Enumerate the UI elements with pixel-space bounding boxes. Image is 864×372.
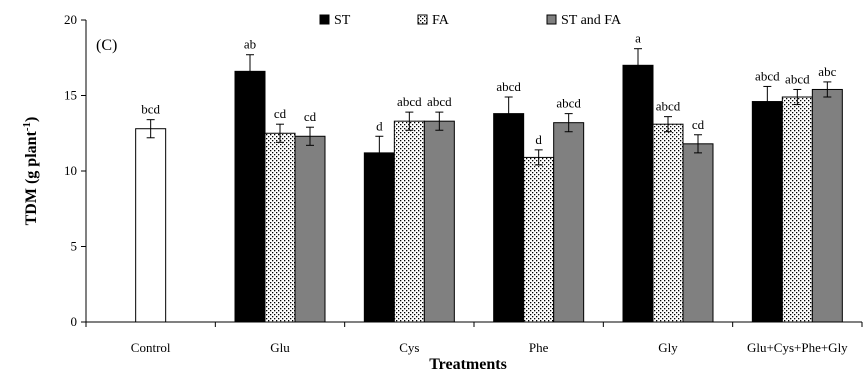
x-tick-label: Glu bbox=[270, 340, 290, 355]
significance-label: abc bbox=[818, 64, 836, 79]
bar-st bbox=[363, 152, 395, 323]
x-axis-ticks: Control Glu Cys Phe Gly Glu+Cys+Phe+Gly bbox=[85, 322, 863, 355]
bar-fa bbox=[652, 123, 684, 323]
y-tick-label: 20 bbox=[64, 12, 77, 27]
significance-label: cd bbox=[692, 117, 705, 132]
legend-swatch bbox=[546, 14, 557, 25]
bar-fa bbox=[781, 96, 813, 323]
legend-swatch bbox=[319, 14, 330, 25]
significance-label: cd bbox=[304, 109, 317, 124]
x-tick-label: Cys bbox=[399, 340, 419, 355]
legend-label: ST bbox=[334, 13, 351, 28]
bar-st-and-fa bbox=[682, 143, 714, 323]
x-tick-label: Phe bbox=[529, 340, 549, 355]
significance-label: abcd bbox=[397, 94, 422, 109]
panel-label: (C) bbox=[96, 37, 117, 54]
x-tick-label: Glu+Cys+Phe+Gly bbox=[747, 340, 848, 355]
significance-label: d bbox=[376, 118, 383, 133]
legend-swatch bbox=[417, 14, 428, 25]
bar-st bbox=[493, 113, 525, 323]
significance-label: ab bbox=[244, 37, 256, 52]
y-tick-label: 15 bbox=[64, 88, 77, 103]
axes bbox=[85, 20, 862, 323]
y-axis-title: TDM (g plant-1) bbox=[21, 117, 40, 226]
y-tick-label: 0 bbox=[71, 314, 78, 329]
significance-label: abcd bbox=[785, 71, 810, 86]
bar-fa bbox=[523, 156, 555, 323]
bar-st-and-fa bbox=[423, 120, 455, 323]
x-axis-title: Treatments bbox=[429, 356, 507, 372]
x-tick-label: Control bbox=[131, 340, 171, 355]
bar-control bbox=[135, 128, 167, 323]
significance-label: a bbox=[635, 31, 641, 46]
significance-label: abcd bbox=[427, 94, 452, 109]
significance-label: bcd bbox=[141, 102, 160, 117]
y-axis-title-tail: ) bbox=[23, 117, 40, 122]
significance-label: d bbox=[535, 132, 542, 147]
significance-label: cd bbox=[274, 106, 287, 121]
bar-fa bbox=[393, 120, 425, 323]
legend: ST FA ST and FA bbox=[319, 13, 622, 28]
significance-label: abcd bbox=[556, 96, 581, 111]
y-axis-ticks: 0 5 10 15 20 bbox=[64, 12, 86, 329]
legend-label: ST and FA bbox=[561, 13, 622, 28]
y-tick-label: 5 bbox=[71, 239, 78, 254]
error-bars bbox=[146, 48, 832, 170]
bars bbox=[135, 64, 843, 323]
bar-st-and-fa bbox=[553, 122, 585, 323]
legend-label: FA bbox=[432, 13, 450, 28]
y-axis-title-sup: -1 bbox=[21, 122, 33, 131]
y-tick-label: 10 bbox=[64, 163, 77, 178]
bar-fa bbox=[264, 132, 296, 323]
bar-st bbox=[622, 64, 654, 323]
bar-st bbox=[234, 70, 266, 323]
bar-st bbox=[751, 101, 783, 323]
significance-label: abcd bbox=[755, 68, 780, 83]
bar-st-and-fa bbox=[294, 135, 326, 323]
significance-label: abcd bbox=[496, 79, 521, 94]
y-axis-title-main: TDM (g plant bbox=[23, 130, 40, 225]
bar-st-and-fa bbox=[811, 88, 843, 323]
x-tick-label: Gly bbox=[658, 340, 678, 355]
significance-label: abcd bbox=[656, 99, 681, 114]
